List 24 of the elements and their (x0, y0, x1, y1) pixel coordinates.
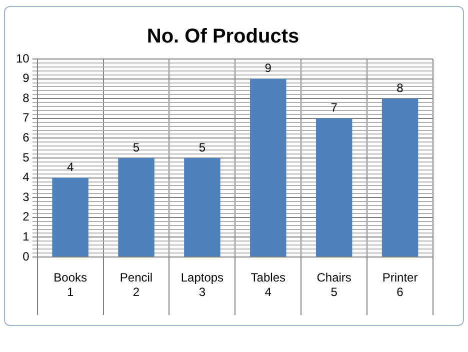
y-tick-label: 4 (22, 170, 30, 184)
y-tick-label: 3 (22, 190, 30, 204)
y-tick-label: 0 (22, 249, 30, 264)
y-tick-label: 1 (22, 230, 30, 244)
y-tick-label: 9 (22, 71, 30, 86)
data-label: 8 (396, 80, 404, 95)
y-tick-label: 2 (22, 210, 30, 224)
x-tick-label: Tables 4 (250, 270, 286, 299)
y-tick-label: 10 (16, 51, 30, 66)
x-tick-label: Laptops 3 (180, 270, 224, 299)
x-tick-label: Chairs 5 (316, 270, 352, 299)
data-label: 9 (264, 61, 272, 76)
data-label: 5 (132, 140, 140, 154)
y-tick-label: 6 (22, 130, 30, 145)
y-tick-label: 8 (22, 90, 30, 105)
data-label: 4 (66, 160, 74, 174)
y-tick-label: 5 (22, 150, 30, 164)
x-tick-label: Books 1 (54, 270, 87, 299)
x-tick-label: Printer 6 (382, 270, 418, 299)
x-tick-label: Pencil 2 (120, 270, 153, 299)
chart-title: No. Of Products (146, 26, 300, 48)
data-label: 5 (198, 140, 206, 154)
y-tick-label: 7 (22, 110, 30, 125)
data-label: 7 (330, 100, 338, 115)
